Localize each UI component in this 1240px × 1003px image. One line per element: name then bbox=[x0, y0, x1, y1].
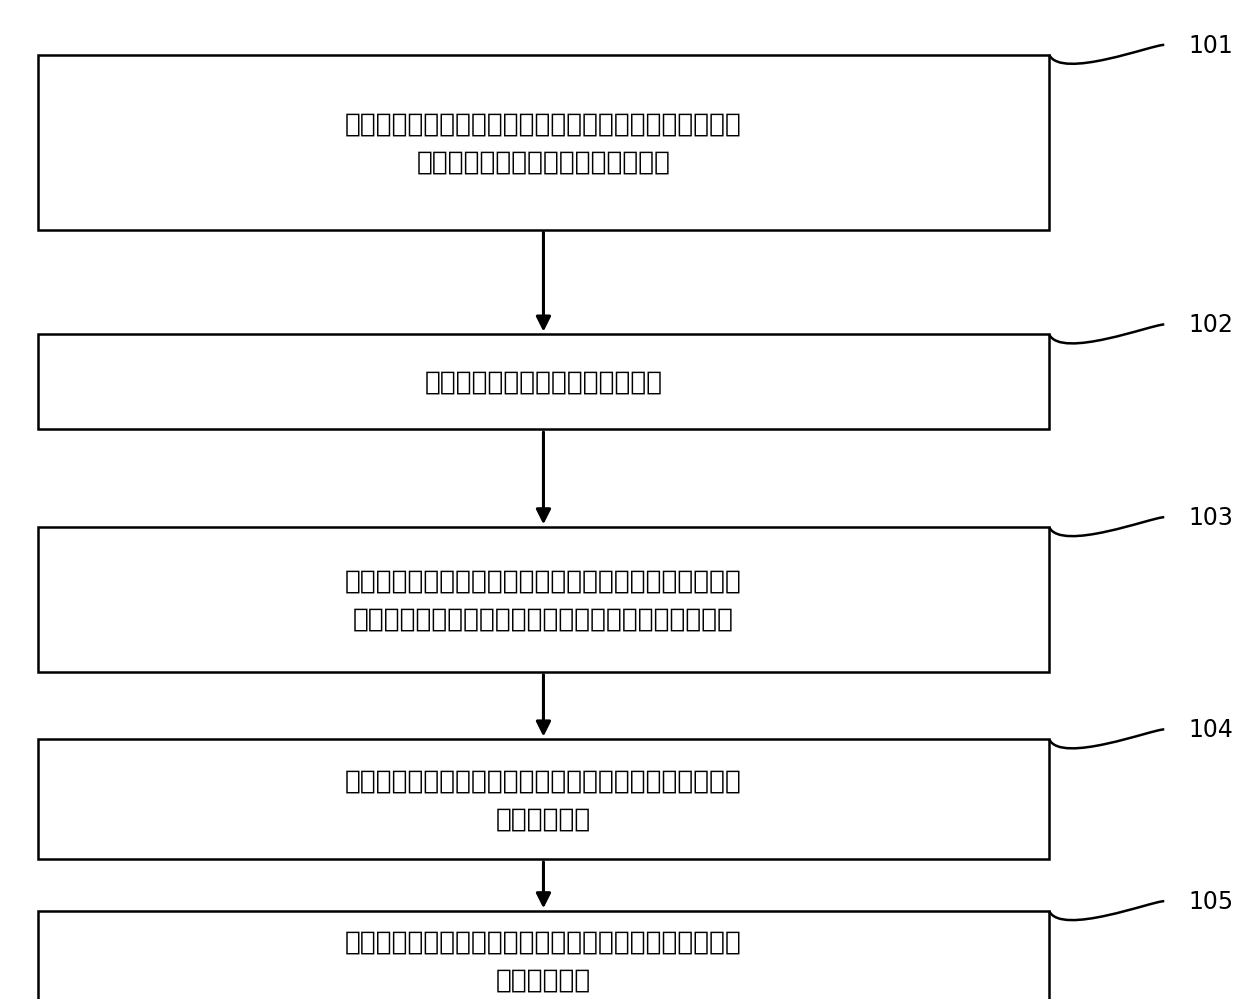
Text: 基于所述土地利用变化曲线，对所述目标区域的土地利用
变化进行预测: 基于所述土地利用变化曲线，对所述目标区域的土地利用 变化进行预测 bbox=[345, 929, 742, 993]
Text: 105: 105 bbox=[1188, 890, 1234, 913]
Text: 103: 103 bbox=[1188, 506, 1234, 530]
FancyBboxPatch shape bbox=[37, 528, 1049, 672]
FancyBboxPatch shape bbox=[37, 56, 1049, 231]
Text: 基于所述土地利用类别、所述土地时序信息、所述土地空
间信息和所述土地影响因子，构建四元组土地时空模型: 基于所述土地利用类别、所述土地时序信息、所述土地空 间信息和所述土地影响因子，构… bbox=[345, 568, 742, 632]
FancyBboxPatch shape bbox=[37, 911, 1049, 1003]
Text: 确定所述目标区域的土地影响因子: 确定所述目标区域的土地影响因子 bbox=[424, 369, 662, 395]
Text: 基于时间序列的土地利用数据，确定目标区域的土地利用
类别、土地时序信息和土地空间信息: 基于时间序列的土地利用数据，确定目标区域的土地利用 类别、土地时序信息和土地空间… bbox=[345, 111, 742, 175]
Text: 基于所述四元组土地时空模型，生成所述目标区域的土地
利用变化曲线: 基于所述四元组土地时空模型，生成所述目标区域的土地 利用变化曲线 bbox=[345, 767, 742, 831]
Text: 104: 104 bbox=[1188, 718, 1234, 741]
Text: 101: 101 bbox=[1188, 34, 1234, 58]
FancyBboxPatch shape bbox=[37, 739, 1049, 860]
FancyBboxPatch shape bbox=[37, 335, 1049, 430]
Text: 102: 102 bbox=[1188, 313, 1234, 337]
